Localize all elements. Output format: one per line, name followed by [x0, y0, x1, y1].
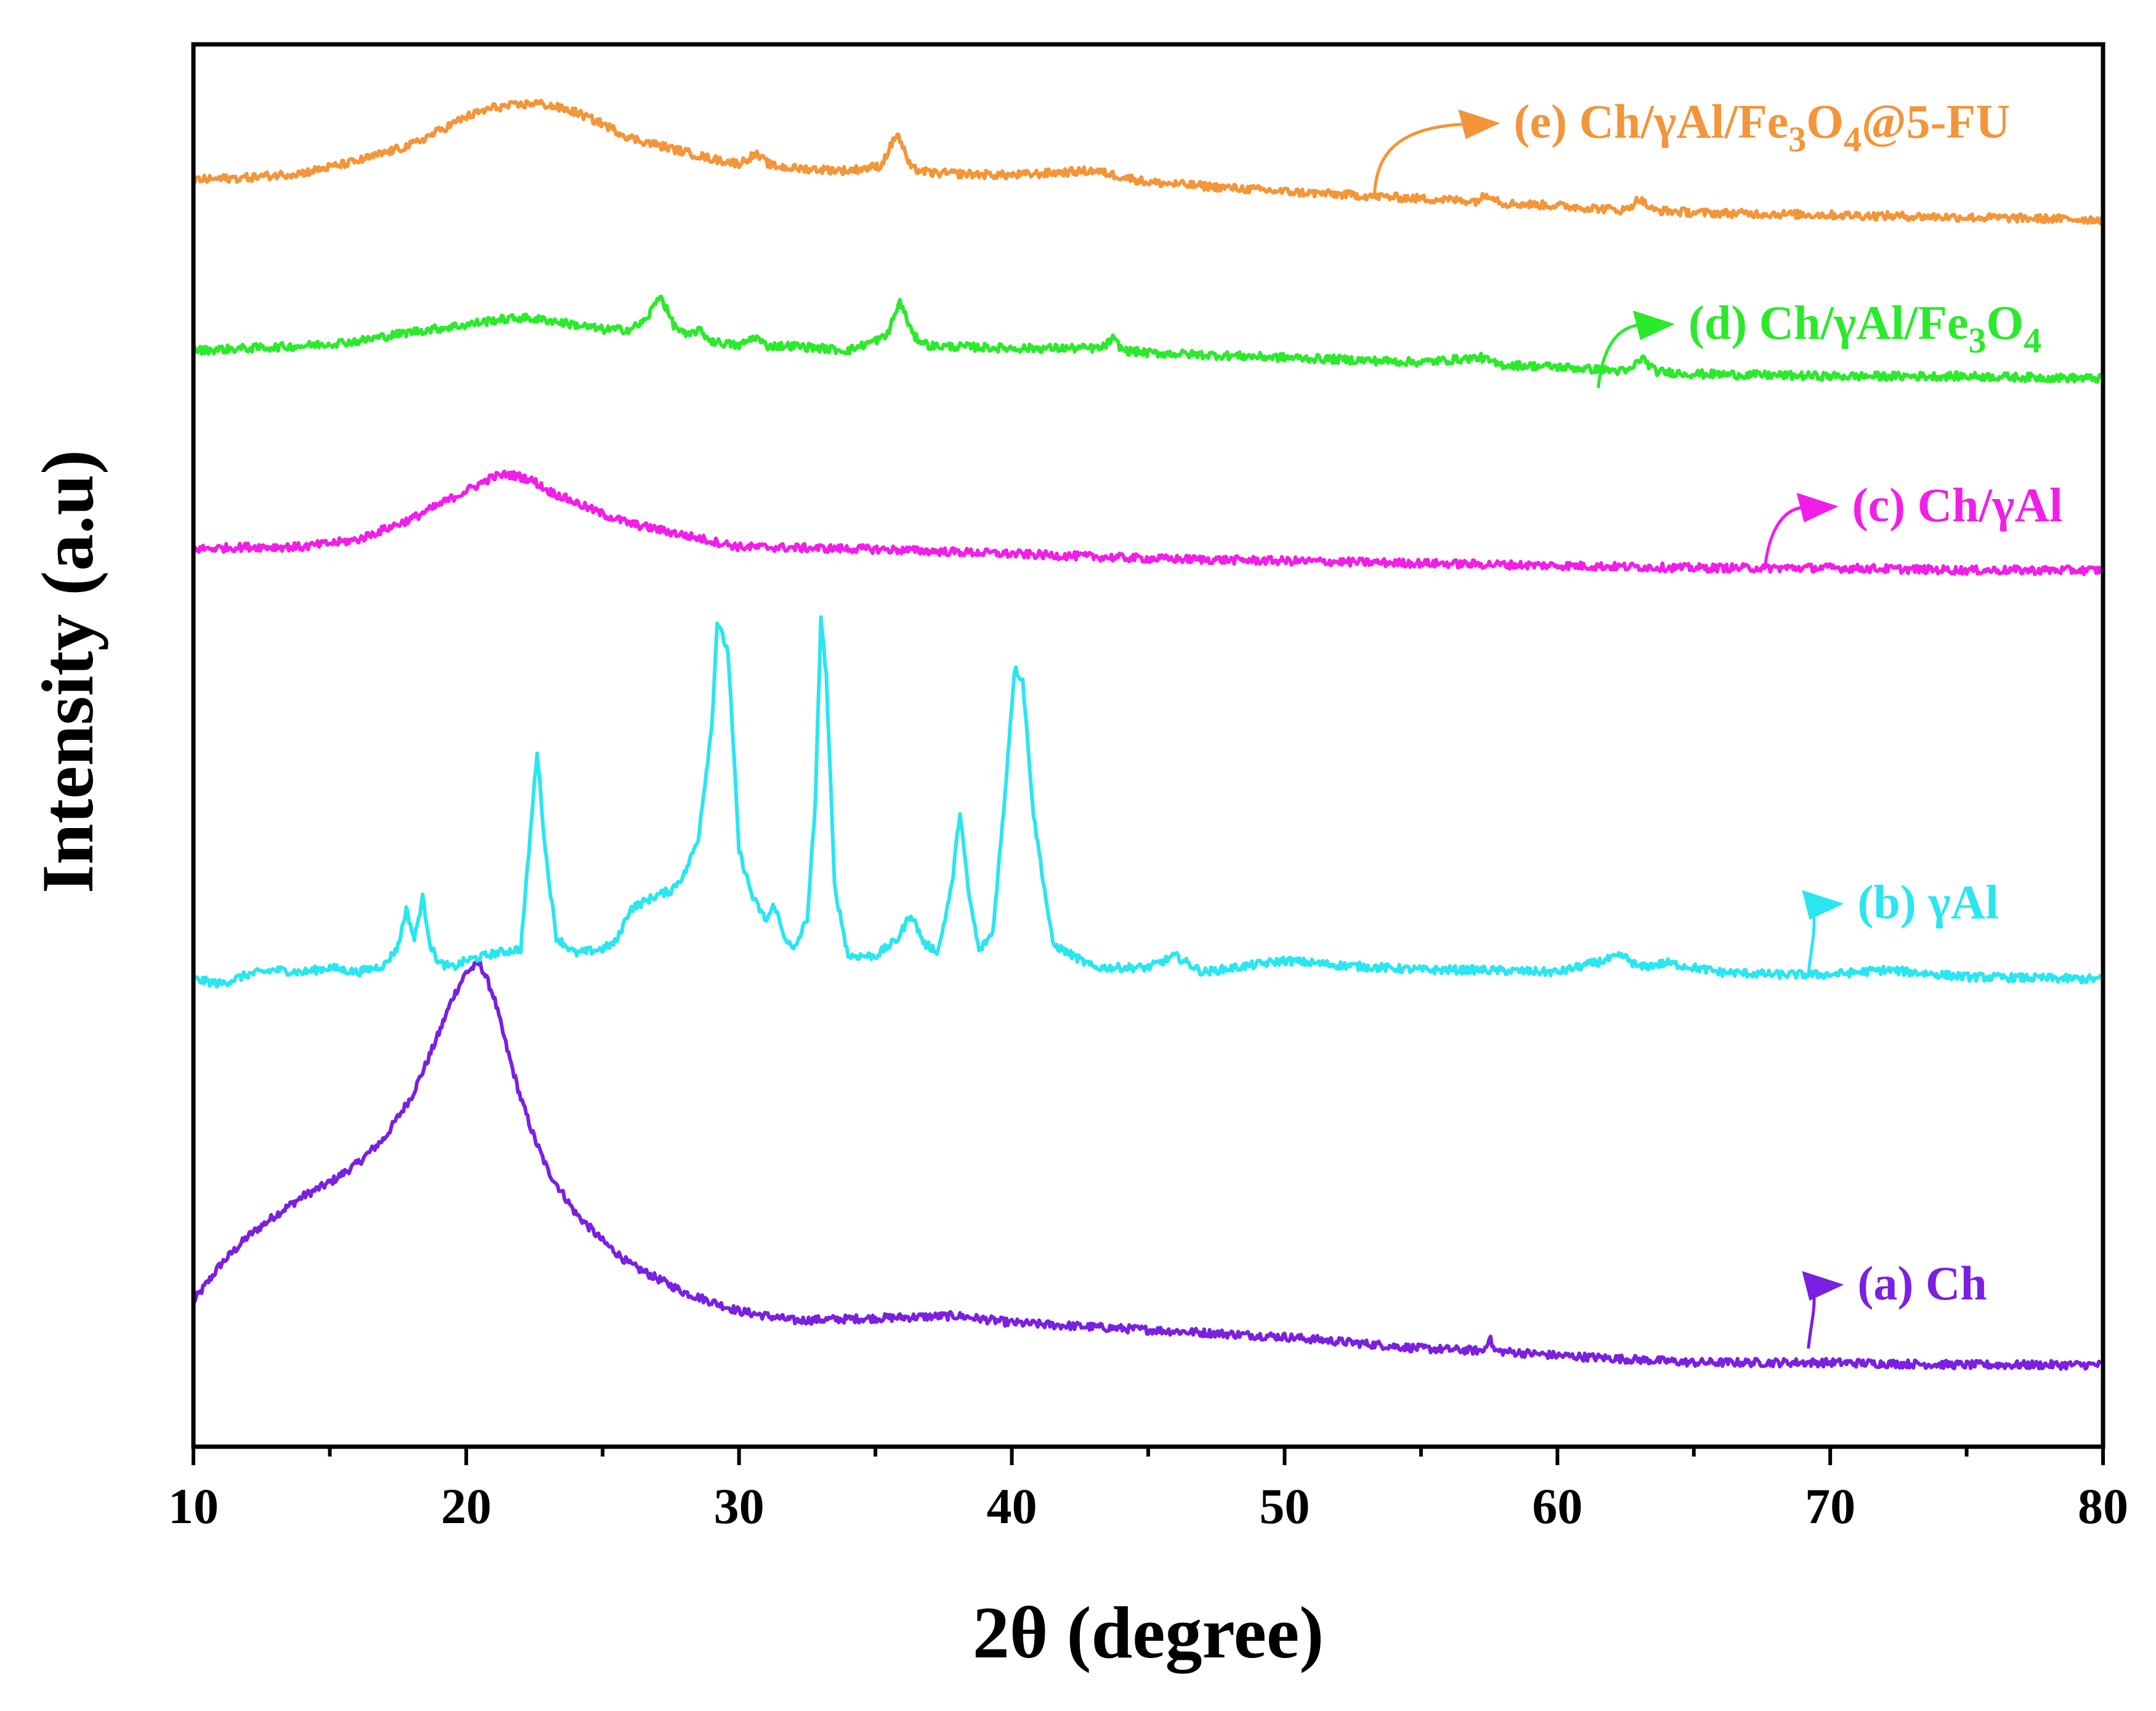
series-line-b-al [192, 615, 2104, 989]
series-label-a-ch: (a) Ch [1857, 1256, 1987, 1310]
series-arrowhead-d-ch-al-fe3o4 [1632, 310, 1675, 340]
x-tick-label: 30 [714, 1478, 764, 1534]
series-line-d-ch-al-fe3o4 [192, 295, 2104, 384]
x-tick-label: 40 [987, 1478, 1037, 1534]
series-arrow-d-ch-al-fe3o4 [1597, 323, 1639, 388]
series-label-part: 4 [1844, 120, 1862, 160]
series-label-e-ch-al-fe3o4-5-fu: (e) Ch/γAl/Fe3O4@5-FU [1514, 95, 2010, 160]
series-label-part: (d) Ch/γAl/Fe [1688, 296, 1969, 349]
series-arrowhead-c-ch-al [1796, 492, 1839, 522]
x-tick-label: 60 [1532, 1478, 1583, 1534]
x-tick-label: 80 [2078, 1478, 2128, 1534]
series-label-part: (c) Ch/γAl [1852, 478, 2063, 532]
series-arrowhead-e-ch-al-fe3o4-5-fu [1458, 109, 1501, 139]
series-label-part: O [1806, 95, 1844, 148]
y-axis-title: Intensity (a.u) [26, 450, 108, 893]
series-label-part: 3 [1788, 120, 1806, 160]
series-label-part: 4 [2024, 320, 2041, 360]
series-label-b-al: (b) γAl [1857, 876, 1998, 929]
series-label-part: (b) γAl [1857, 876, 1998, 929]
x-tick-label: 20 [441, 1478, 492, 1534]
series-label-part: 3 [1968, 320, 1986, 360]
series-label-part: (a) Ch [1857, 1256, 1987, 1310]
series-arrow-e-ch-al-fe3o4-5-fu [1373, 123, 1464, 192]
x-tick-label: 10 [168, 1478, 219, 1534]
series-label-part: @5-FU [1862, 95, 2011, 148]
series-label-c-ch-al: (c) Ch/γAl [1852, 478, 2063, 532]
x-axis-title: 2θ (degree) [973, 1591, 1324, 1674]
series-label-part: (e) Ch/γAl/Fe [1514, 95, 1788, 148]
x-tick-label: 50 [1259, 1478, 1310, 1534]
series-line-e-ch-al-fe3o4-5-fu [192, 99, 2105, 226]
series-arrowhead-a-ch [1802, 1271, 1844, 1301]
series-arrowhead-b-al [1802, 890, 1844, 920]
series-label-part: O [1986, 296, 2024, 349]
annotation-layer: (a) Ch(b) γAl(c) Ch/γAl(d) Ch/γAl/Fe3O4(… [1373, 95, 2063, 1349]
series-layer [192, 99, 2105, 1371]
series-line-a-ch [192, 957, 2104, 1371]
x-tick-label: 70 [1805, 1478, 1855, 1534]
tick-layer: 10 20 30 40 50 60 70 80 [168, 1447, 2128, 1534]
series-label-d-ch-al-fe3o4: (d) Ch/γAl/Fe3O4 [1688, 296, 2041, 360]
series-arrow-c-ch-al [1763, 506, 1802, 571]
series-line-c-ch-al [193, 469, 2105, 576]
